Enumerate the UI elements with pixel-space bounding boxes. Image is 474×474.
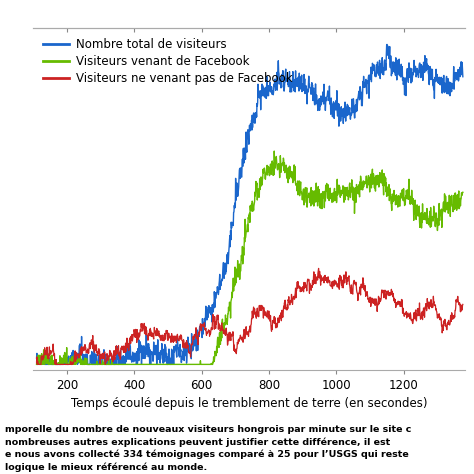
X-axis label: Temps écoulé depuis le tremblement de terre (en secondes): Temps écoulé depuis le tremblement de te… bbox=[71, 397, 427, 410]
Text: mporelle du nombre de nouveaux visiteurs hongrois par minute sur le site c
nombr: mporelle du nombre de nouveaux visiteurs… bbox=[5, 425, 411, 472]
Legend: Nombre total de visiteurs, Visiteurs venant de Facebook, Visiteurs ne venant pas: Nombre total de visiteurs, Visiteurs ven… bbox=[39, 34, 296, 89]
